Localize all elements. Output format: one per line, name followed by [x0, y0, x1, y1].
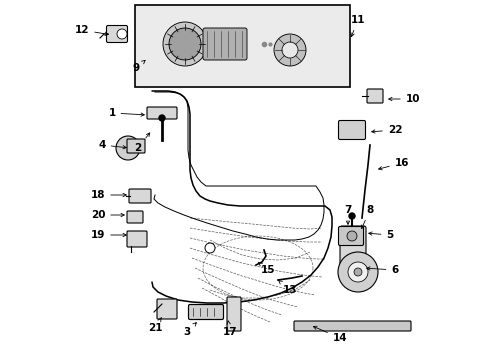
FancyBboxPatch shape	[339, 226, 365, 268]
Text: 2: 2	[134, 133, 149, 153]
Circle shape	[163, 22, 206, 66]
Circle shape	[353, 268, 361, 276]
FancyBboxPatch shape	[226, 297, 241, 331]
FancyBboxPatch shape	[366, 89, 382, 103]
Text: 21: 21	[147, 318, 162, 333]
Circle shape	[282, 42, 297, 58]
FancyBboxPatch shape	[127, 231, 147, 247]
Text: 5: 5	[368, 230, 393, 240]
FancyBboxPatch shape	[157, 299, 177, 319]
FancyBboxPatch shape	[338, 226, 363, 246]
Circle shape	[169, 28, 201, 60]
Text: 17: 17	[222, 321, 237, 337]
FancyBboxPatch shape	[293, 321, 410, 331]
Text: 3: 3	[183, 323, 196, 337]
Text: 10: 10	[388, 94, 419, 104]
Circle shape	[347, 262, 367, 282]
FancyBboxPatch shape	[203, 28, 246, 60]
Text: 20: 20	[91, 210, 124, 220]
Text: 18: 18	[91, 190, 126, 200]
Text: 13: 13	[278, 280, 297, 295]
Circle shape	[273, 34, 305, 66]
Circle shape	[116, 136, 140, 160]
FancyBboxPatch shape	[147, 107, 177, 119]
Text: 9: 9	[132, 60, 145, 73]
FancyBboxPatch shape	[129, 189, 151, 203]
Circle shape	[117, 29, 127, 39]
Text: 19: 19	[91, 230, 126, 240]
Circle shape	[346, 231, 356, 241]
Text: 6: 6	[366, 265, 398, 275]
Circle shape	[337, 252, 377, 292]
Text: 12: 12	[75, 25, 108, 36]
FancyBboxPatch shape	[188, 305, 223, 320]
Text: 8: 8	[361, 205, 373, 229]
Text: 22: 22	[371, 125, 402, 135]
Text: 16: 16	[378, 158, 408, 170]
Bar	[135, 5, 349, 87]
Text: 4: 4	[98, 140, 126, 150]
Circle shape	[348, 213, 354, 219]
FancyBboxPatch shape	[127, 139, 145, 153]
Text: 14: 14	[313, 326, 346, 343]
Text: 11: 11	[350, 15, 365, 37]
FancyBboxPatch shape	[127, 211, 142, 223]
FancyBboxPatch shape	[106, 26, 127, 42]
Circle shape	[159, 115, 164, 121]
Circle shape	[204, 243, 215, 253]
Text: 7: 7	[344, 205, 351, 224]
FancyBboxPatch shape	[338, 121, 365, 139]
Text: 1: 1	[108, 108, 144, 118]
Text: 15: 15	[258, 262, 275, 275]
